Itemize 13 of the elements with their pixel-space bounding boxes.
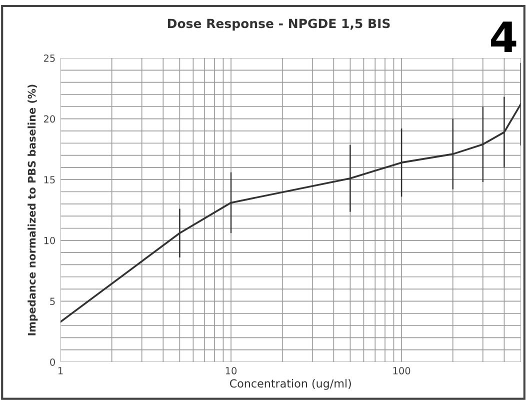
y-tick-label: 15	[44, 176, 55, 184]
x-tick-label: 10	[226, 367, 237, 374]
y-tick-label: 5	[50, 298, 55, 306]
y-tick-label: 10	[44, 236, 55, 244]
text: 4	[490, 22, 516, 52]
y-tick-label: 0	[50, 358, 55, 366]
x-tick-label: 1	[58, 367, 63, 374]
chart-title: Dose Response - NPGDE 1,5 BIS	[168, 18, 390, 31]
y-axis-title: Impedance normalized to PBS baseline (%)	[28, 84, 38, 336]
y-tick-label: 25	[44, 54, 55, 62]
y-tick-label: 20	[44, 115, 55, 123]
x-tick-label: 100	[393, 367, 410, 374]
x-axis-title: Concentration (ug/ml)	[230, 379, 351, 390]
